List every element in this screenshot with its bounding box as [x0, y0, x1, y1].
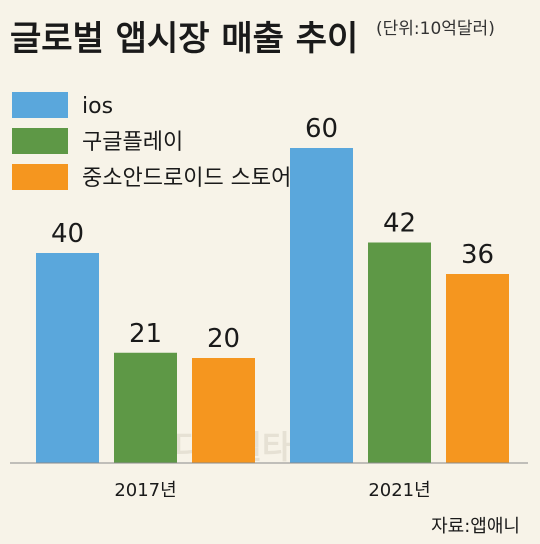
bars	[36, 148, 509, 463]
legend-label-0: ios	[82, 94, 113, 119]
x-tick-label-1: 2021년	[368, 480, 430, 501]
value-label-1-1: 42	[383, 209, 416, 239]
source-label: 자료:앱애니	[431, 516, 520, 537]
x-tick-label-0: 2017년	[114, 480, 176, 501]
bar-1-1	[368, 242, 431, 463]
bar-0-1	[114, 352, 177, 463]
unit-label: (단위:10억달러)	[376, 19, 495, 39]
value-label-1-0: 60	[305, 114, 338, 144]
legend-swatch-2	[12, 164, 68, 190]
value-labels: 40 21 20 60 42 36	[51, 114, 494, 354]
legend-label-1: 구글플레이	[82, 130, 183, 155]
bar-0-2	[192, 358, 255, 463]
x-axis-ticks: 2017년 2021년	[114, 480, 430, 501]
value-label-1-2: 36	[461, 240, 494, 270]
value-label-0-2: 20	[207, 324, 240, 354]
legend-swatch-0	[12, 92, 68, 118]
chart-title: 글로벌 앱시장 매출 추이	[10, 19, 358, 59]
bar-0-0	[36, 253, 99, 463]
bar-1-2	[446, 274, 509, 463]
legend-label-2: 중소안드로이드 스토어	[82, 166, 291, 191]
bar-1-0	[290, 148, 353, 463]
value-label-0-1: 21	[129, 319, 162, 349]
legend-swatch-1	[12, 128, 68, 154]
value-label-0-0: 40	[51, 219, 84, 249]
